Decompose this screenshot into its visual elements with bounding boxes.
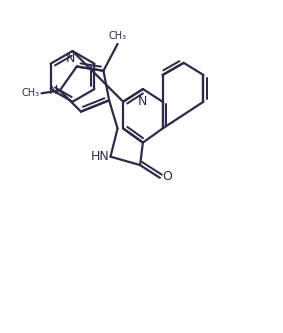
Text: N: N [49,84,58,97]
Text: HN: HN [90,150,109,163]
Text: CH₃: CH₃ [108,31,127,41]
Text: O: O [163,170,173,183]
Text: N: N [138,95,148,108]
Text: N: N [66,52,75,65]
Text: CH₃: CH₃ [22,88,40,98]
